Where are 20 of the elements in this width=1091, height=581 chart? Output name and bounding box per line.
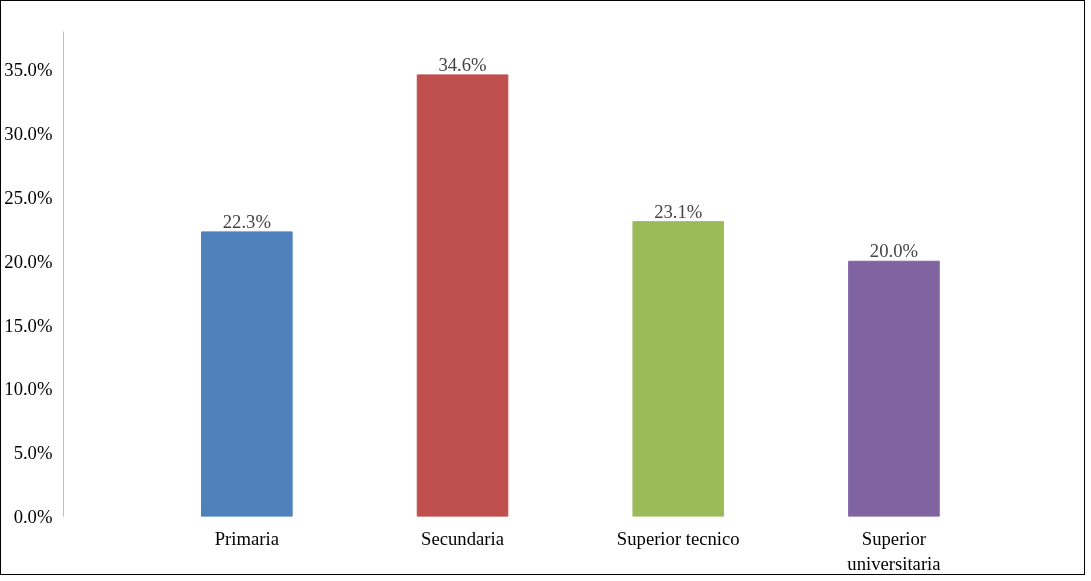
y-tick-label: 30.0% [4, 123, 53, 145]
y-tick-label: 35.0% [4, 59, 53, 81]
bar [416, 74, 509, 517]
bar [201, 231, 293, 517]
x-tick-label: Superior tecnico [616, 527, 740, 549]
data-label: 23.1% [654, 200, 703, 222]
bar [848, 260, 940, 517]
y-tick-label: 20.0% [4, 250, 53, 272]
x-tick-label: Primaria [214, 527, 280, 549]
data-label: 34.6% [438, 53, 487, 75]
bar [632, 221, 725, 517]
x-tick-label: Secundaria [421, 527, 505, 549]
y-tick-label: 15.0% [4, 314, 53, 336]
y-tick-label: 25.0% [4, 186, 53, 208]
data-label: 22.3% [222, 210, 271, 232]
y-tick-label: 5.0% [13, 442, 53, 464]
data-label: 20.0% [869, 240, 919, 262]
y-tick-label: 0.0% [13, 506, 53, 527]
x-tick-label: Superior universitaria [847, 527, 942, 574]
y-tick-label: 10.0% [4, 378, 53, 400]
